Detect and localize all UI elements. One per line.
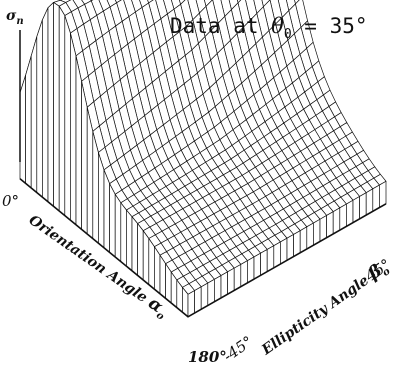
- x-tick-label-start: 0°: [2, 192, 19, 210]
- title-value: = 35°: [292, 14, 368, 38]
- z-label-subscript: n: [16, 16, 23, 27]
- base-wall-left: [47, 2, 54, 207]
- title-subscript: 0: [284, 27, 292, 42]
- base-wall-left: [75, 55, 82, 230]
- base-wall-left: [148, 238, 155, 290]
- y-label-text: Ellipticity Angle: [258, 270, 376, 359]
- base-wall-left: [114, 194, 122, 262]
- base-wall-left: [64, 15, 71, 221]
- base-wall-left: [120, 202, 127, 267]
- z-label-symbol: σ: [6, 8, 17, 24]
- base-wall-left: [42, 7, 49, 203]
- base-wall-left: [81, 81, 88, 235]
- x-tick-label-end: 180°: [188, 348, 227, 366]
- chart-title: Data at θ0 = 35°: [170, 14, 368, 42]
- base-wall-left: [92, 131, 99, 244]
- base-wall-left: [142, 230, 150, 285]
- base-wall-left: [36, 19, 43, 198]
- base-wall-left: [58, 5, 66, 216]
- title-theta: θ: [271, 14, 284, 38]
- surface-mesh: [19, 0, 387, 318]
- base-wall-left: [98, 152, 105, 249]
- base-wall-left: [126, 209, 133, 272]
- title-text: Data at: [170, 14, 271, 38]
- base-wall-left: [131, 216, 138, 276]
- base-wall-left: [70, 32, 77, 226]
- base-outline: [19, 178, 387, 318]
- base-wall-left: [30, 36, 38, 193]
- base-wall-left: [109, 183, 116, 258]
- base-wall-left: [86, 106, 94, 239]
- base-wall-left: [53, 2, 60, 212]
- base-wall-left: [103, 169, 110, 253]
- z-axis-label: σn: [6, 8, 24, 27]
- base-wall-left: [19, 74, 26, 184]
- base-wall-left: [154, 246, 161, 295]
- base-wall-left: [25, 55, 32, 189]
- y-axis-label: Ellipticity Angle βo: [257, 257, 393, 361]
- base-wall-left: [137, 223, 144, 281]
